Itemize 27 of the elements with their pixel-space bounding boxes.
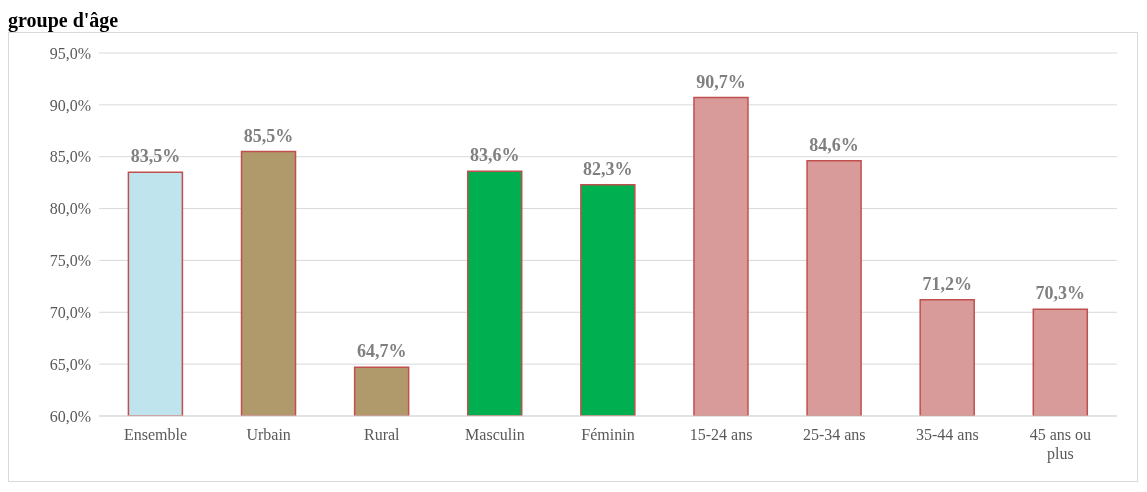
y-tick-label: 85,0%	[49, 148, 91, 166]
data-label: 83,6%	[469, 145, 520, 166]
x-tick-label: Urbain	[246, 426, 291, 443]
x-tick-label: Rural	[364, 426, 401, 443]
y-tick-label: 75,0%	[49, 252, 91, 270]
y-tick-label: 65,0%	[49, 355, 91, 373]
data-label: 83,5%	[130, 146, 181, 167]
data-label: 82,3%	[583, 158, 633, 179]
y-tick-label: 60,0%	[49, 407, 91, 425]
data-label: 70,3%	[1035, 283, 1086, 304]
x-tick-label: Ensemble	[124, 426, 188, 443]
y-tick-label: 95,0%	[49, 44, 91, 62]
x-tick-label: 15-24 ans	[689, 426, 753, 443]
x-tick-label: Féminin	[581, 426, 635, 443]
y-tick-label: 70,0%	[49, 303, 91, 321]
chart-title: groupe d'âge	[8, 8, 120, 32]
data-label: 90,7%	[696, 71, 746, 92]
data-label: 85,5%	[243, 125, 294, 146]
y-tick-label: 90,0%	[49, 96, 91, 114]
data-label: 84,6%	[809, 134, 859, 155]
y-tick-label: 80,0%	[49, 200, 91, 218]
x-tick-label: Masculin	[465, 426, 525, 443]
x-tick-label: 25-34 ans	[802, 426, 866, 443]
data-label: 64,7%	[356, 341, 407, 362]
x-tick-label: 45 ans ou plus	[1029, 426, 1092, 463]
x-tick-label: 35-44 ans	[916, 426, 979, 443]
data-label: 71,2%	[922, 273, 972, 294]
